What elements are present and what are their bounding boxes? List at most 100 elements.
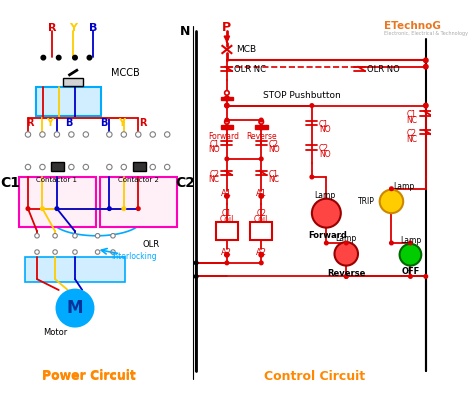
Bar bbox=[250, 222, 272, 240]
Circle shape bbox=[53, 250, 57, 254]
Bar bbox=[216, 222, 238, 240]
Text: Y: Y bbox=[69, 23, 77, 33]
Text: C2: C2 bbox=[407, 129, 417, 138]
Circle shape bbox=[345, 241, 348, 245]
Text: C1: C1 bbox=[222, 209, 232, 218]
Text: Coil: Coil bbox=[219, 215, 234, 224]
Circle shape bbox=[325, 241, 328, 245]
Bar bbox=[19, 177, 96, 227]
Circle shape bbox=[87, 55, 91, 60]
Text: C2: C2 bbox=[268, 140, 279, 149]
Circle shape bbox=[390, 187, 393, 191]
Circle shape bbox=[136, 164, 141, 170]
Circle shape bbox=[345, 274, 348, 278]
Circle shape bbox=[424, 64, 428, 69]
Circle shape bbox=[73, 250, 77, 254]
Circle shape bbox=[390, 241, 393, 245]
Text: NO: NO bbox=[319, 150, 331, 159]
Circle shape bbox=[73, 55, 77, 60]
Circle shape bbox=[73, 233, 77, 238]
Bar bbox=[133, 162, 146, 170]
Circle shape bbox=[259, 157, 263, 161]
Text: NC: NC bbox=[406, 116, 417, 125]
Text: P: P bbox=[222, 21, 231, 34]
Text: C1: C1 bbox=[210, 140, 219, 149]
Text: Forward: Forward bbox=[309, 231, 347, 240]
Circle shape bbox=[150, 164, 155, 170]
Circle shape bbox=[69, 132, 74, 137]
Circle shape bbox=[259, 118, 263, 122]
Circle shape bbox=[409, 241, 412, 245]
Text: M: M bbox=[67, 299, 83, 317]
Circle shape bbox=[259, 120, 264, 124]
Bar bbox=[255, 125, 267, 129]
Text: Power Circuit: Power Circuit bbox=[42, 370, 136, 382]
Text: Motor: Motor bbox=[43, 328, 67, 337]
Text: OFF: OFF bbox=[401, 268, 419, 276]
Circle shape bbox=[424, 58, 428, 62]
Circle shape bbox=[136, 132, 141, 137]
Circle shape bbox=[41, 55, 46, 60]
Circle shape bbox=[225, 120, 229, 124]
Text: Reverse: Reverse bbox=[246, 132, 276, 141]
Text: NO: NO bbox=[319, 125, 331, 135]
Circle shape bbox=[194, 261, 198, 265]
Circle shape bbox=[83, 132, 89, 137]
Text: NC: NC bbox=[209, 175, 219, 184]
Circle shape bbox=[53, 233, 57, 238]
Text: C2: C2 bbox=[175, 177, 195, 190]
Text: C1: C1 bbox=[268, 170, 279, 179]
Text: Lamp: Lamp bbox=[336, 234, 357, 243]
Text: ETechnoG: ETechnoG bbox=[384, 21, 441, 31]
Circle shape bbox=[225, 91, 229, 95]
Circle shape bbox=[259, 253, 264, 257]
Circle shape bbox=[424, 103, 428, 108]
Text: Control Circuit: Control Circuit bbox=[264, 370, 365, 383]
Circle shape bbox=[40, 164, 45, 170]
Circle shape bbox=[335, 242, 358, 266]
Text: STOP Pushbutton: STOP Pushbutton bbox=[263, 91, 341, 100]
Text: Contactor 2: Contactor 2 bbox=[118, 177, 159, 183]
Text: Y: Y bbox=[46, 118, 53, 128]
Circle shape bbox=[35, 250, 39, 254]
Circle shape bbox=[111, 250, 115, 254]
Circle shape bbox=[83, 164, 89, 170]
Circle shape bbox=[400, 244, 421, 266]
Text: C1: C1 bbox=[0, 177, 20, 190]
Circle shape bbox=[137, 207, 140, 210]
Circle shape bbox=[107, 164, 112, 170]
Text: B: B bbox=[89, 23, 97, 33]
Circle shape bbox=[121, 132, 127, 137]
Circle shape bbox=[57, 290, 93, 326]
Text: A2: A2 bbox=[256, 247, 267, 257]
Circle shape bbox=[225, 103, 229, 108]
Text: Lamp: Lamp bbox=[314, 191, 335, 199]
Circle shape bbox=[310, 175, 314, 179]
Circle shape bbox=[345, 274, 348, 278]
Circle shape bbox=[312, 199, 341, 228]
Circle shape bbox=[41, 207, 44, 210]
Text: B: B bbox=[100, 118, 108, 128]
Circle shape bbox=[225, 261, 228, 265]
Circle shape bbox=[259, 194, 264, 198]
Text: NC: NC bbox=[406, 135, 417, 143]
Circle shape bbox=[26, 207, 30, 210]
Bar bbox=[100, 177, 177, 227]
Circle shape bbox=[121, 164, 127, 170]
Text: A1: A1 bbox=[221, 189, 232, 198]
Text: C1: C1 bbox=[407, 110, 417, 119]
Circle shape bbox=[310, 104, 314, 107]
Text: Lamp: Lamp bbox=[393, 181, 414, 191]
Circle shape bbox=[122, 207, 126, 210]
Text: NC: NC bbox=[268, 175, 280, 184]
Text: NO: NO bbox=[268, 145, 280, 154]
Text: Electronic, Electrical & Technology: Electronic, Electrical & Technology bbox=[384, 31, 468, 36]
Text: N: N bbox=[180, 25, 191, 38]
Circle shape bbox=[225, 125, 229, 129]
Text: Interlocking: Interlocking bbox=[111, 252, 156, 261]
Text: Contactor 1: Contactor 1 bbox=[36, 177, 77, 183]
Text: MCCB: MCCB bbox=[111, 68, 140, 78]
Circle shape bbox=[409, 274, 412, 278]
Text: C2: C2 bbox=[210, 170, 219, 179]
Circle shape bbox=[225, 194, 229, 198]
